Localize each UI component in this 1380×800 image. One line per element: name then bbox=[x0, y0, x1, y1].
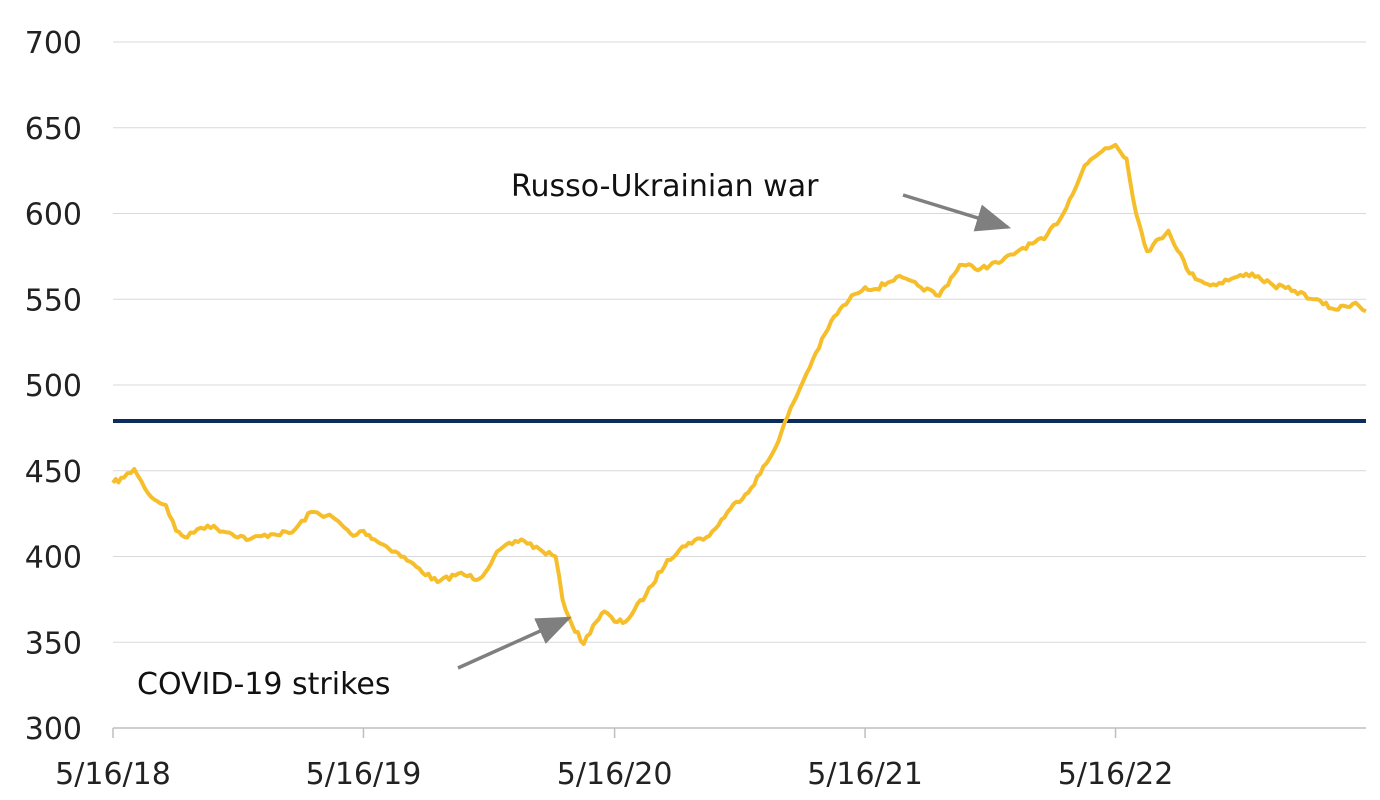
annotation-label-covid: COVID-19 strikes bbox=[137, 667, 391, 702]
y-tick-label: 650 bbox=[25, 112, 82, 147]
y-tick-label: 300 bbox=[25, 712, 82, 747]
x-tick-label: 5/16/22 bbox=[1058, 757, 1174, 792]
y-tick-label: 350 bbox=[25, 626, 82, 661]
y-tick-label: 700 bbox=[25, 26, 82, 61]
annotation-arrow-covid bbox=[457, 616, 572, 670]
y-tick-label: 600 bbox=[25, 198, 82, 233]
y-tick-label: 400 bbox=[25, 541, 82, 576]
annotations: Russo-Ukrainian war COVID-19 strikes bbox=[137, 169, 1012, 702]
y-tick-label: 550 bbox=[25, 283, 82, 318]
x-tick-label: 5/16/18 bbox=[55, 757, 171, 792]
annotation-label-war: Russo-Ukrainian war bbox=[511, 169, 819, 204]
x-tick-label: 5/16/21 bbox=[807, 757, 923, 792]
y-tick-label: 450 bbox=[25, 455, 82, 490]
gridlines bbox=[113, 41, 1366, 643]
series-line-0 bbox=[111, 142, 1367, 646]
annotation-arrow-war bbox=[902, 193, 1012, 232]
x-tick-label: 5/16/19 bbox=[306, 757, 422, 792]
series-group bbox=[111, 142, 1367, 646]
axes: 300 350 400 450 500 550 600 650 700 5/16/18 5/16/1… bbox=[25, 26, 1366, 792]
x-tick-label: 5/16/20 bbox=[557, 757, 673, 792]
y-tick-label: 500 bbox=[25, 369, 82, 404]
